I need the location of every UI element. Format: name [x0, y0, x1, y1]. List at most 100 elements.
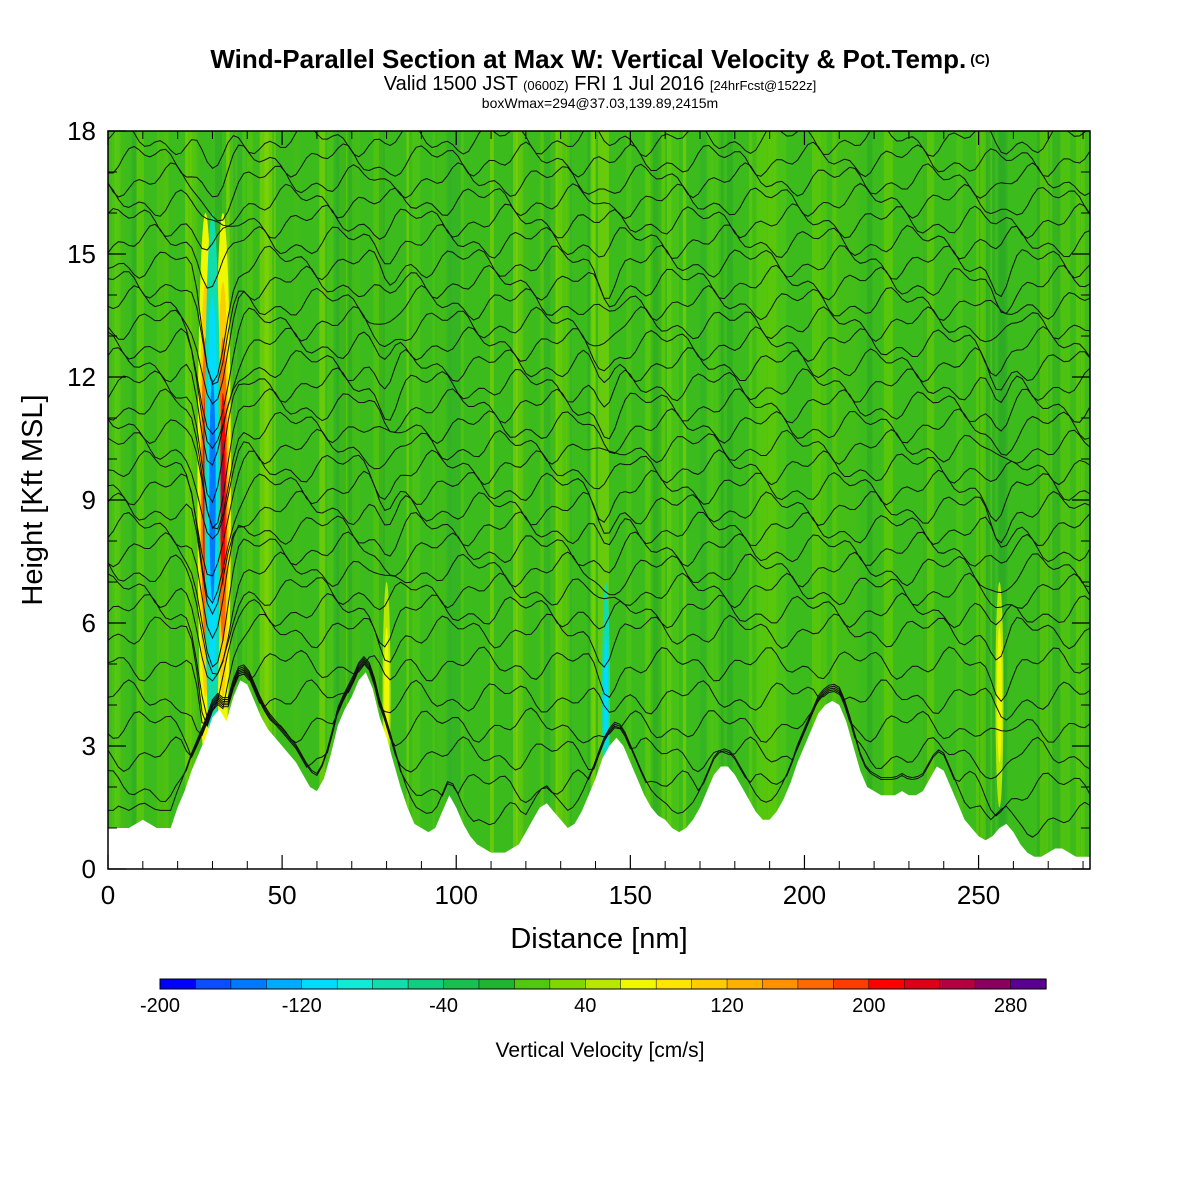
velocity-streak [1045, 131, 1052, 869]
colorbar-swatch [407, 978, 445, 990]
velocity-streak [707, 131, 714, 869]
colorbar-label: 120 [710, 995, 743, 1017]
velocity-streak [437, 131, 446, 869]
velocity-streak [812, 131, 821, 869]
isentrope-line [108, 657, 1090, 817]
velocity-streak [1058, 131, 1071, 869]
velocity-streak [354, 131, 361, 869]
isentrope-line [108, 244, 1090, 384]
velocity-streak [232, 131, 243, 869]
colorbar-swatch [443, 978, 480, 990]
x-tick-label: 150 [609, 880, 652, 910]
colorbar-swatch [230, 978, 267, 990]
velocity-streak [749, 131, 753, 869]
velocity-streak [347, 131, 350, 869]
colorbar-label: 280 [994, 995, 1027, 1017]
colorbar-swatch [726, 978, 764, 990]
colorbar-swatch [585, 978, 622, 990]
colorbar-label: 40 [574, 995, 596, 1017]
velocity-streak [460, 131, 464, 869]
velocity-streak [448, 131, 461, 869]
velocity-streak [753, 131, 757, 869]
chart-title: Wind-Parallel Section at Max W: Vertical… [210, 44, 967, 74]
x-tick-label: 200 [783, 880, 826, 910]
velocity-streak [1052, 131, 1061, 869]
terrain [108, 672, 1090, 869]
isentrope-line [108, 162, 1090, 222]
colorbar-title: Vertical Velocity [cm/s] [496, 1039, 705, 1062]
x-tick-label: 50 [268, 880, 297, 910]
isentrope-line [108, 646, 1090, 725]
velocity-streak [720, 131, 724, 869]
colorbar-swatch [514, 978, 551, 990]
colorbar-label: 200 [852, 995, 885, 1017]
velocity-streak [319, 131, 326, 869]
colorbar-swatch [974, 978, 1012, 990]
isentrope-line [108, 306, 1090, 435]
velocity-streak [988, 131, 993, 869]
velocity-streak [818, 131, 827, 869]
isentrope-line [108, 490, 1090, 616]
colorbar-swatch [159, 978, 197, 990]
velocity-streak [412, 131, 421, 869]
velocity-streak [1039, 131, 1048, 869]
isentrope-line [108, 659, 1090, 780]
velocity-streak [727, 131, 733, 869]
velocity-streak [562, 131, 566, 869]
velocity-streak [667, 131, 679, 869]
velocity-streak [992, 131, 996, 869]
x-axis-title: Distance [nm] [510, 923, 687, 955]
velocity-streak [192, 131, 197, 869]
velocity-streak [489, 131, 494, 869]
isentrope-line [108, 663, 1090, 737]
velocity-streak [923, 131, 935, 869]
isentrope-line [108, 511, 1090, 640]
velocity-streak [956, 131, 963, 869]
colorbar-swatch [797, 978, 835, 990]
isentrope-line [108, 655, 1090, 838]
colorbar-swatch [620, 978, 657, 990]
velocity-streak [272, 131, 275, 869]
x-tick-label: 100 [435, 880, 478, 910]
velocity-streak [373, 131, 384, 869]
colorbar-swatch [868, 978, 905, 990]
colorbar-label: -40 [429, 995, 458, 1017]
y-tick-label: 12 [67, 362, 96, 392]
y-tick-label: 18 [67, 116, 96, 146]
velocity-core [209, 379, 216, 601]
colorbar-swatch [195, 978, 232, 990]
velocity-streak [923, 131, 928, 869]
x-tick-label: 0 [101, 880, 115, 910]
velocity-streak [379, 131, 385, 869]
velocity-streak [189, 131, 193, 869]
velocity-streak [626, 131, 632, 869]
velocity-streak [336, 131, 347, 869]
colorbar-swatch [478, 978, 516, 990]
velocity-streak [757, 131, 764, 869]
velocity-streak [327, 131, 334, 869]
colorbar-swatch [762, 978, 799, 990]
velocity-streak [264, 131, 276, 869]
isentrope-line [108, 661, 1090, 759]
colorbar-swatch [903, 978, 941, 990]
colorbar-swatch [549, 978, 586, 990]
isentrope-line [108, 408, 1090, 530]
velocity-streak [136, 131, 144, 869]
colorbar-frame [159, 978, 1047, 990]
velocity-streak [848, 131, 860, 869]
velocity-streak [866, 131, 873, 869]
y-tick-label: 3 [82, 731, 96, 761]
isentrope-line [108, 203, 1090, 251]
copyright-mark: (C) [970, 51, 990, 67]
velocity-streak [711, 131, 719, 869]
velocity-streak [658, 131, 666, 869]
y-tick-label: 0 [82, 854, 96, 884]
colorbar-swatch [301, 978, 338, 990]
isentrope-line [108, 592, 1090, 719]
velocity-streak [597, 131, 609, 869]
velocity-streak [766, 131, 779, 869]
velocity-streak [568, 131, 572, 869]
colorbar-label: -200 [140, 995, 180, 1017]
isentrope-line [108, 428, 1090, 540]
